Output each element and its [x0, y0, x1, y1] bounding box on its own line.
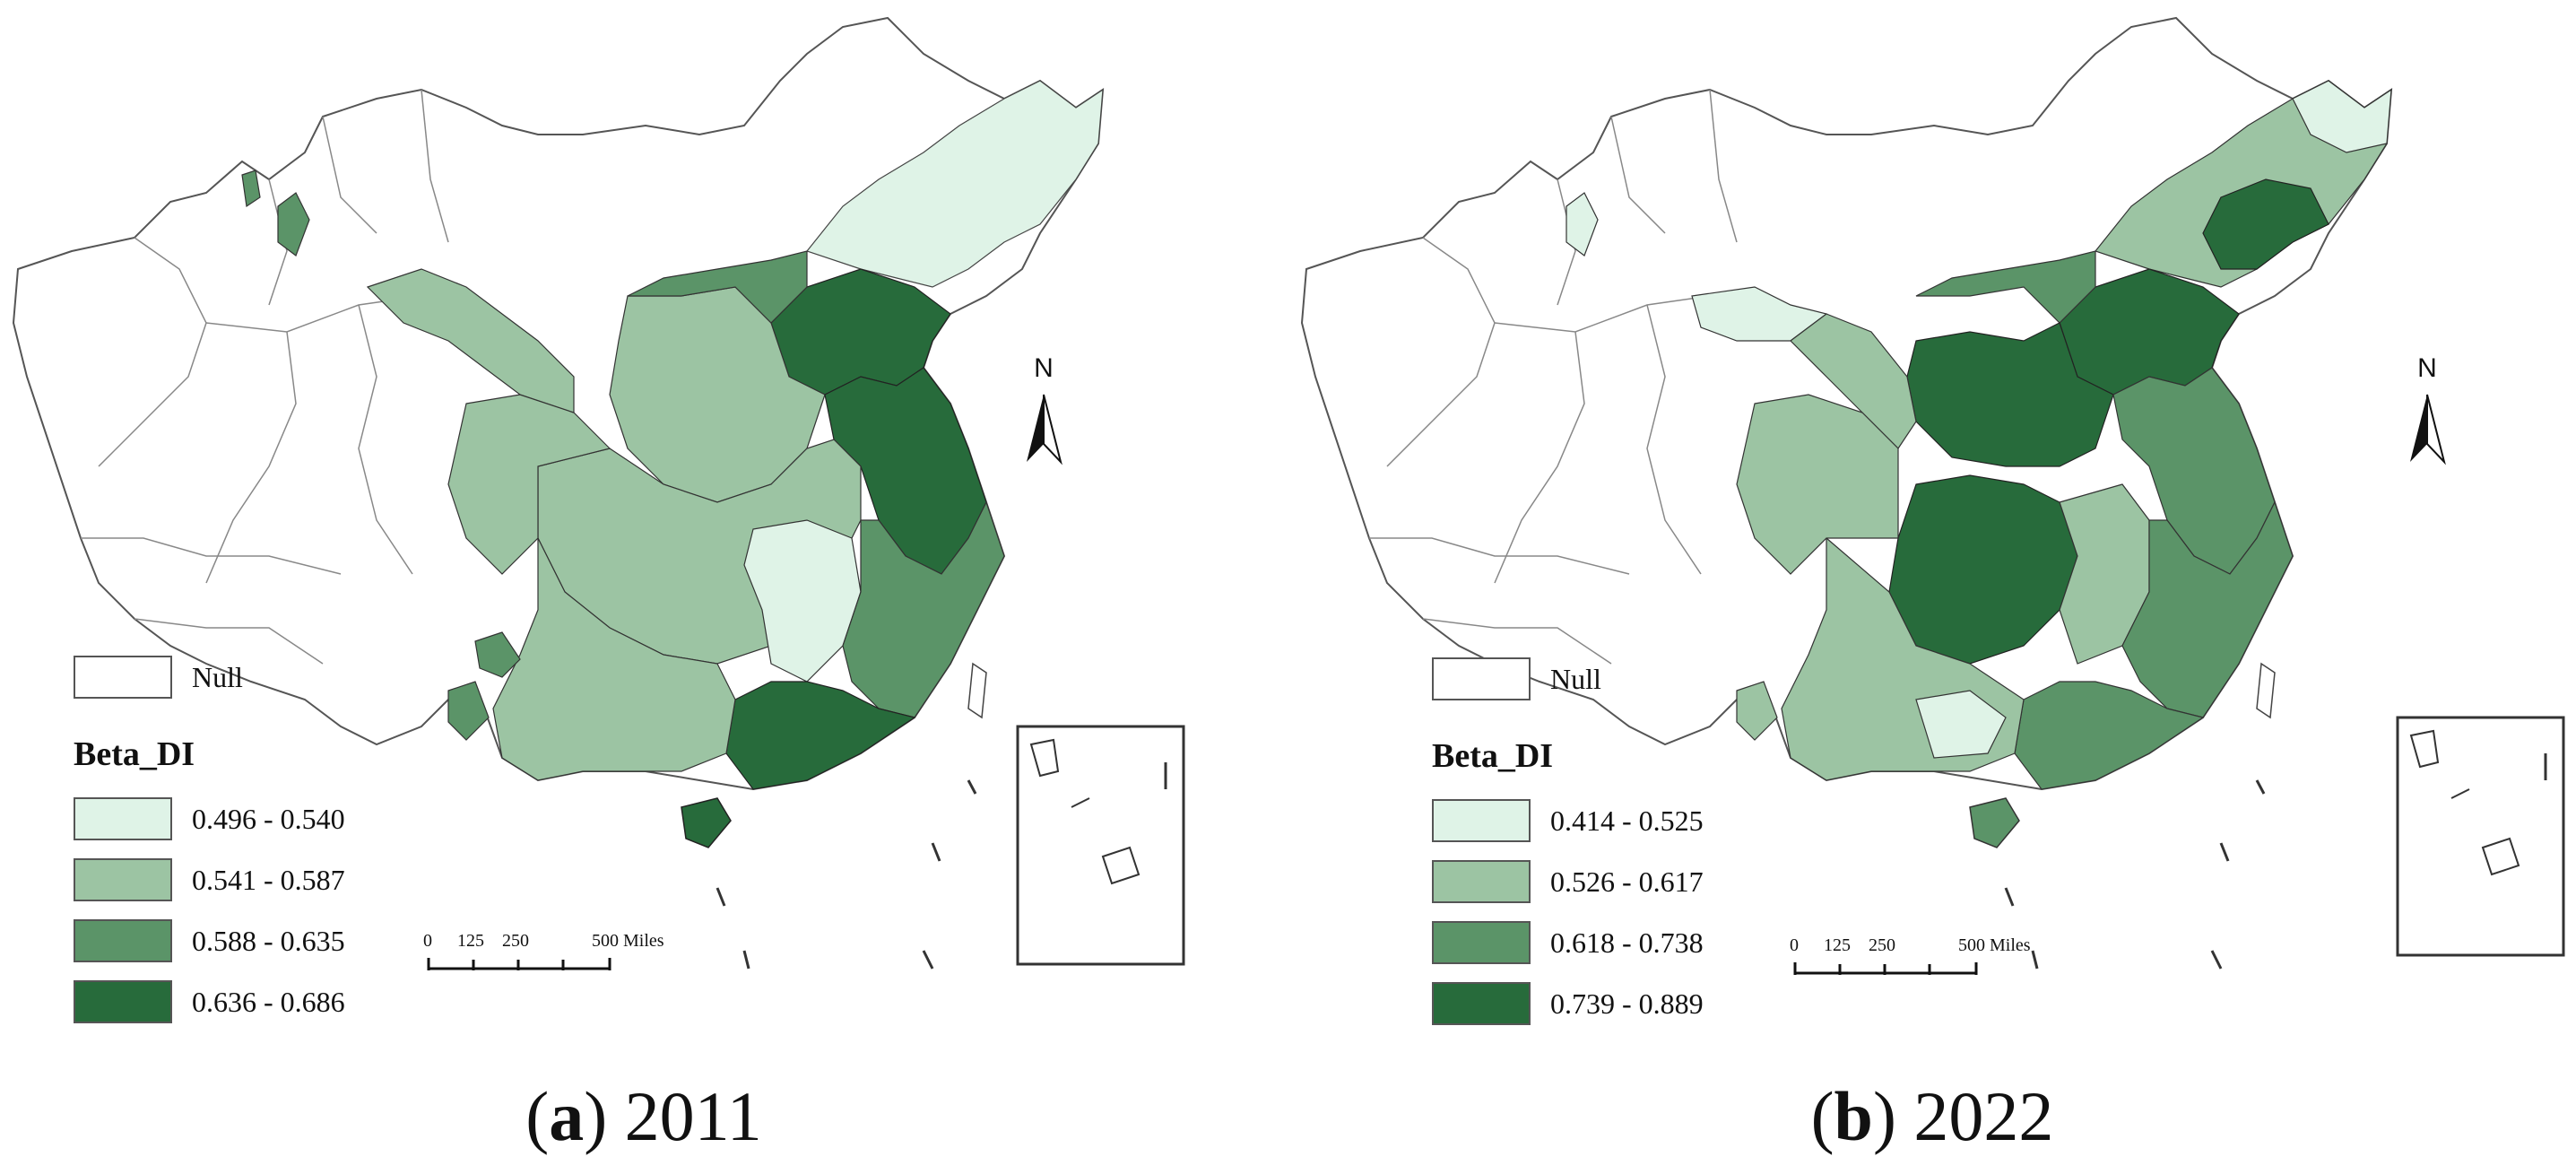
- legend-class-4: 0.739 - 0.889: [1432, 973, 1808, 1034]
- legend-class-2: 0.526 - 0.617: [1432, 851, 1808, 912]
- map-panel-2011: N 0 125 250 500 Miles Null Beta_DI 0.496…: [12, 16, 1185, 1155]
- taiwan-island: [2256, 662, 2276, 719]
- legend-2022: Null Beta_DI 0.414 - 0.525 0.526 - 0.617…: [1432, 652, 1808, 1034]
- legend-swatch: [1432, 982, 1531, 1025]
- legend-swatch: [1432, 921, 1531, 964]
- map-panel-2022: N 0 125 250 500 Miles Null Beta_DI 0.414…: [1288, 0, 2576, 1174]
- south-china-sea-inset: [2396, 716, 2565, 957]
- legend-range-label: 0.526 - 0.617: [1550, 865, 1704, 898]
- legend-swatch: [1432, 860, 1531, 903]
- legend-swatch: [74, 919, 172, 962]
- scale-tick-250: 250: [1869, 935, 1895, 955]
- legend-class-1: 0.496 - 0.540: [74, 788, 450, 849]
- region-yunnan-patch: [474, 631, 521, 678]
- north-arrow: N: [1027, 353, 1062, 465]
- scale-tick-250: 250: [502, 931, 529, 951]
- caption-year: 2011: [624, 1077, 762, 1155]
- scale-bar: 0 125 250 500 Miles: [423, 931, 664, 970]
- caption-a: (a) 2011: [525, 1077, 762, 1155]
- scale-tick-125: 125: [457, 931, 484, 951]
- taiwan-island: [967, 662, 987, 719]
- legend-range-label: 0.414 - 0.525: [1550, 804, 1704, 837]
- legend-swatch: [74, 858, 172, 901]
- legend-null-row: Null: [74, 650, 450, 704]
- china-choropleth-map-2011: N 0 125 250 500 Miles: [12, 16, 1185, 970]
- region-sichuan: [1736, 394, 1899, 575]
- legend-range-label: 0.496 - 0.540: [192, 802, 345, 835]
- legend-class-4: 0.636 - 0.686: [74, 971, 450, 1032]
- legend-swatch: [1432, 799, 1531, 842]
- scale-tick-125: 125: [1824, 935, 1851, 955]
- region-xinjiang-patch-2: [241, 170, 261, 208]
- scale-tick-0: 0: [1790, 935, 1799, 955]
- region-yunnan-patch-2: [447, 681, 490, 741]
- region-guangdong: [2014, 681, 2205, 790]
- legend-class-3: 0.618 - 0.738: [1432, 912, 1808, 973]
- region-central-light: [743, 519, 862, 683]
- south-china-sea-inset: [1016, 725, 1185, 966]
- legend-range-label: 0.739 - 0.889: [1550, 987, 1704, 1020]
- region-far-northeast: [2292, 80, 2392, 153]
- region-xinjiang-patch: [1566, 192, 1599, 257]
- north-arrow-label: N: [1034, 353, 1054, 383]
- legend-title: Beta_DI: [1432, 737, 1554, 775]
- scale-tick-500-miles: 500 Miles: [1958, 935, 2031, 955]
- caption-letter: a: [549, 1077, 585, 1155]
- region-southeast: [842, 500, 1005, 718]
- region-guangdong: [725, 681, 916, 790]
- scale-tick-0: 0: [423, 931, 432, 951]
- legend-range-label: 0.618 - 0.738: [1550, 926, 1704, 959]
- region-central-dark: [1888, 474, 2078, 665]
- region-northeast-dark: [2202, 178, 2329, 270]
- region-northeast: [805, 80, 1104, 288]
- legend-2011: Null Beta_DI 0.496 - 0.540 0.541 - 0.587…: [74, 650, 450, 1032]
- region-xinjiang-patch: [277, 192, 310, 257]
- legend-swatch: [74, 980, 172, 1023]
- region-gansu: [366, 268, 575, 413]
- legend-range-label: 0.541 - 0.587: [192, 863, 345, 896]
- region-inner-mongolia: [1915, 250, 2096, 324]
- caption-year: 2022: [1913, 1077, 2054, 1155]
- legend-null-row: Null: [1432, 652, 1808, 706]
- north-arrow: N: [2410, 353, 2446, 465]
- legend-null-label: Null: [192, 660, 243, 693]
- scale-bar: 0 125 250 500 Miles: [1790, 935, 2031, 975]
- legend-class-1: 0.414 - 0.525: [1432, 790, 1808, 851]
- legend-class-2: 0.541 - 0.587: [74, 849, 450, 910]
- legend-null-swatch: [74, 656, 172, 699]
- region-yunnan-patch: [1736, 681, 1778, 741]
- legend-range-label: 0.636 - 0.686: [192, 985, 345, 1018]
- legend-title: Beta_DI: [74, 735, 195, 773]
- hainan-island: [1969, 797, 2020, 848]
- region-southeast: [2121, 500, 2294, 718]
- region-southwest: [492, 537, 736, 781]
- nine-dash-line: [2004, 779, 2266, 970]
- hainan-island: [681, 797, 732, 848]
- nine-dash-line: [716, 779, 977, 970]
- caption-letter: b: [1834, 1077, 1873, 1155]
- legend-class-3: 0.588 - 0.635: [74, 910, 450, 971]
- legend-null-swatch: [1432, 657, 1531, 700]
- legend-range-label: 0.588 - 0.635: [192, 924, 345, 957]
- caption-b: (b) 2022: [1810, 1077, 2054, 1155]
- china-choropleth-map-2022: N 0 125 250 500 Miles: [1300, 16, 2565, 975]
- region-inner-mongolia: [627, 250, 808, 324]
- region-guangxi-light: [1915, 690, 2007, 759]
- north-arrow-label: N: [2417, 353, 2437, 383]
- legend-swatch: [74, 797, 172, 840]
- legend-null-label: Null: [1550, 662, 1601, 695]
- scale-tick-500-miles: 500 Miles: [592, 931, 664, 951]
